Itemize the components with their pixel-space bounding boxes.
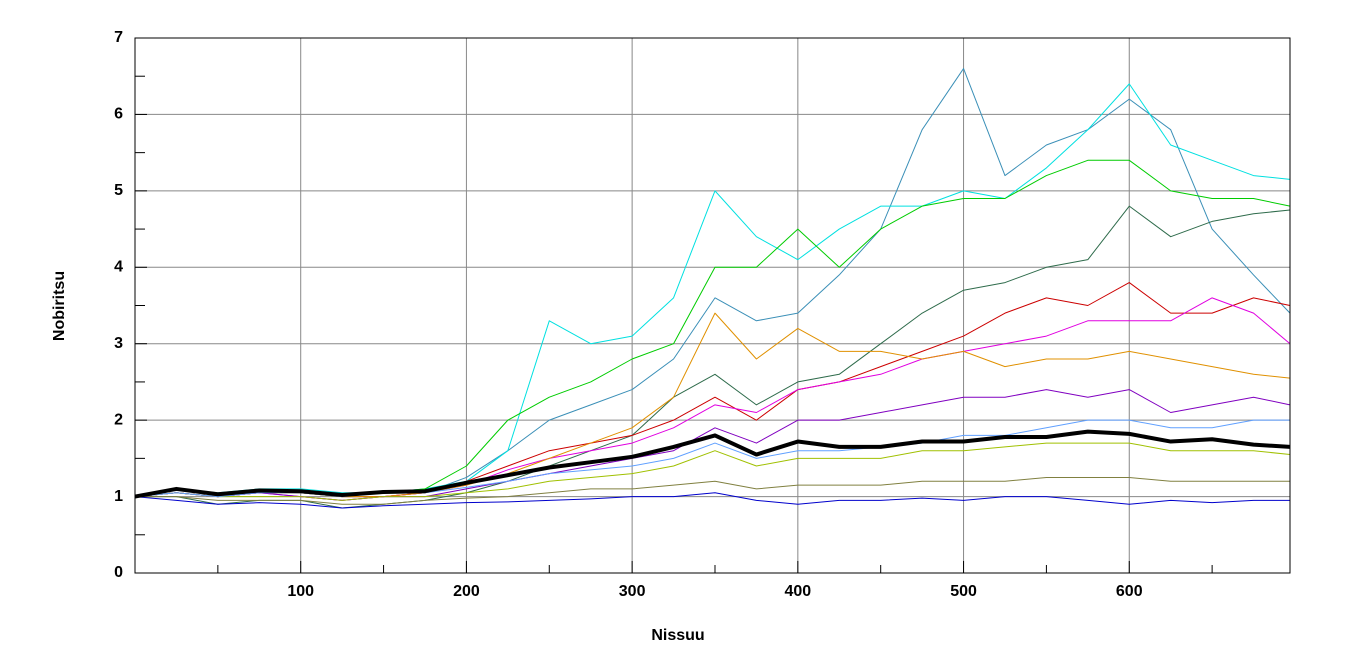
series-line [135, 476, 1290, 505]
y-tick-label: 7 [114, 29, 123, 46]
y-tick-label: 5 [114, 182, 123, 199]
x-tick-label: 100 [287, 583, 314, 600]
y-tick-label: 2 [114, 411, 123, 428]
y-tick-label: 0 [114, 564, 123, 581]
y-tick-label: 4 [114, 259, 123, 276]
series-line [134, 492, 1290, 509]
plot-area [135, 38, 1290, 573]
y-tick-label: 6 [114, 106, 123, 123]
series-line [134, 442, 1291, 501]
x-tick-label: 400 [784, 583, 811, 600]
x-tick-label: 500 [950, 583, 977, 600]
plot-frame [134, 37, 1291, 574]
x-tick-label: 600 [1116, 583, 1143, 600]
y-tick-label: 1 [114, 488, 123, 505]
x-tick-label: 300 [619, 583, 646, 600]
y-tick-label: 3 [114, 335, 123, 352]
y-axis-label: Nobiritsu [51, 271, 68, 341]
x-tick-label: 200 [453, 583, 480, 600]
x-axis-label: Nissuu [651, 627, 704, 644]
series-line [134, 83, 1291, 498]
series-line [134, 429, 1291, 499]
series-line [135, 205, 1291, 509]
